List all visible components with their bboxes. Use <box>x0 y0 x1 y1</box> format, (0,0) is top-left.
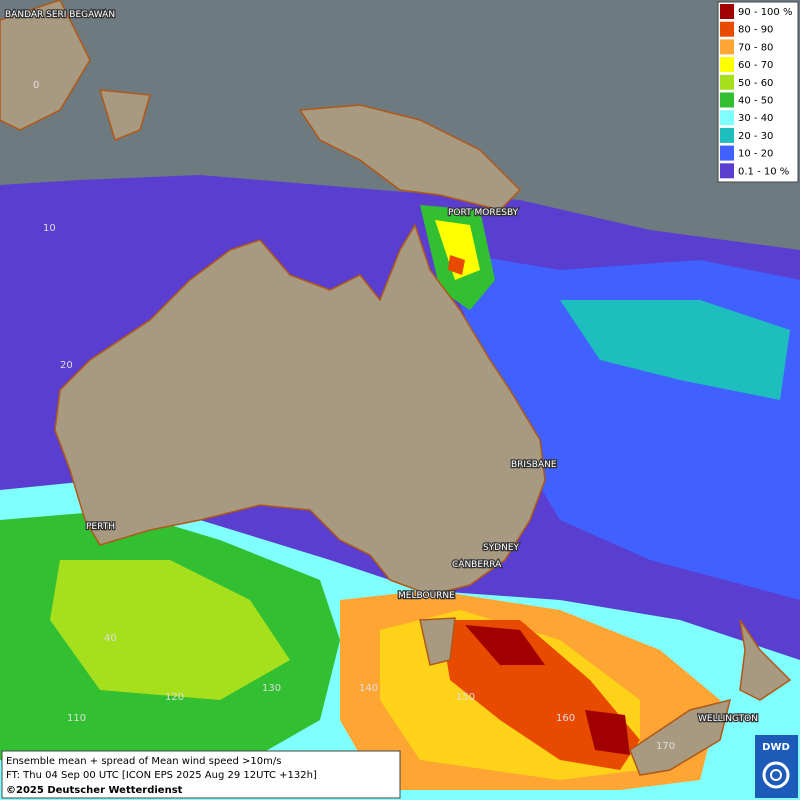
legend-swatch <box>720 92 734 108</box>
grid-label: 150 <box>456 692 475 703</box>
land <box>0 0 792 776</box>
legend-swatch <box>720 39 734 55</box>
legend-swatch <box>720 4 734 19</box>
legend-label: 30 - 40 <box>738 113 773 124</box>
city-label: MELBOURNE <box>398 591 455 601</box>
legend-swatch <box>720 74 734 90</box>
legend-label: 70 - 80 <box>738 42 773 53</box>
legend-label: 0.1 - 10 % <box>738 166 789 177</box>
city-label: BRISBANE <box>511 460 557 470</box>
caption-line: ©2025 Deutscher Wetterdienst <box>6 785 183 796</box>
city-label: CANBERRA <box>452 560 502 570</box>
legend-swatch <box>720 127 734 143</box>
grid-label: 40 <box>104 633 117 644</box>
legend-swatch <box>720 163 734 179</box>
legend-swatch <box>720 57 734 73</box>
legend-label: 60 - 70 <box>738 60 773 71</box>
legend-label: 40 - 50 <box>738 96 773 107</box>
city-label: WELLINGTON <box>698 714 758 724</box>
legend-swatch <box>720 145 734 161</box>
grid-label: 0 <box>33 80 39 91</box>
legend: 90 - 100 % 80 - 90 70 - 80 60 - 70 50 - 60 40… <box>717 1 799 183</box>
caption-box: Ensemble mean + spread of Mean wind spee… <box>1 750 401 799</box>
grid-label: 160 <box>556 713 575 724</box>
logo-text: DWD <box>762 742 790 753</box>
city-label: PERTH <box>86 522 115 532</box>
grid-label: 110 <box>67 713 86 724</box>
grid-label: 130 <box>262 683 281 694</box>
legend-label: 90 - 100 % <box>738 7 792 18</box>
grid-label: 120 <box>165 692 184 703</box>
legend-swatch <box>720 21 734 37</box>
grid-label: 140 <box>359 683 378 694</box>
legend-label: 10 - 20 <box>738 149 773 160</box>
city-label: PORT MORESBY <box>448 208 519 218</box>
legend-label: 20 - 30 <box>738 131 773 142</box>
grid-label: 20 <box>60 360 73 371</box>
legend-label: 80 - 90 <box>738 25 773 36</box>
city-label: SYDNEY <box>483 543 520 553</box>
grid-label: 170 <box>656 741 675 752</box>
grid-label: 10 <box>43 223 56 234</box>
caption-line: Ensemble mean + spread of Mean wind spee… <box>6 756 281 767</box>
legend-label: 50 - 60 <box>738 78 773 89</box>
legend-swatch <box>720 110 734 126</box>
caption-line: FT: Thu 04 Sep 00 UTC [ICON EPS 2025 Aug… <box>6 770 317 781</box>
city-label: BANDAR SERI BEGAWAN <box>5 10 115 20</box>
logo: DWD <box>755 735 798 798</box>
